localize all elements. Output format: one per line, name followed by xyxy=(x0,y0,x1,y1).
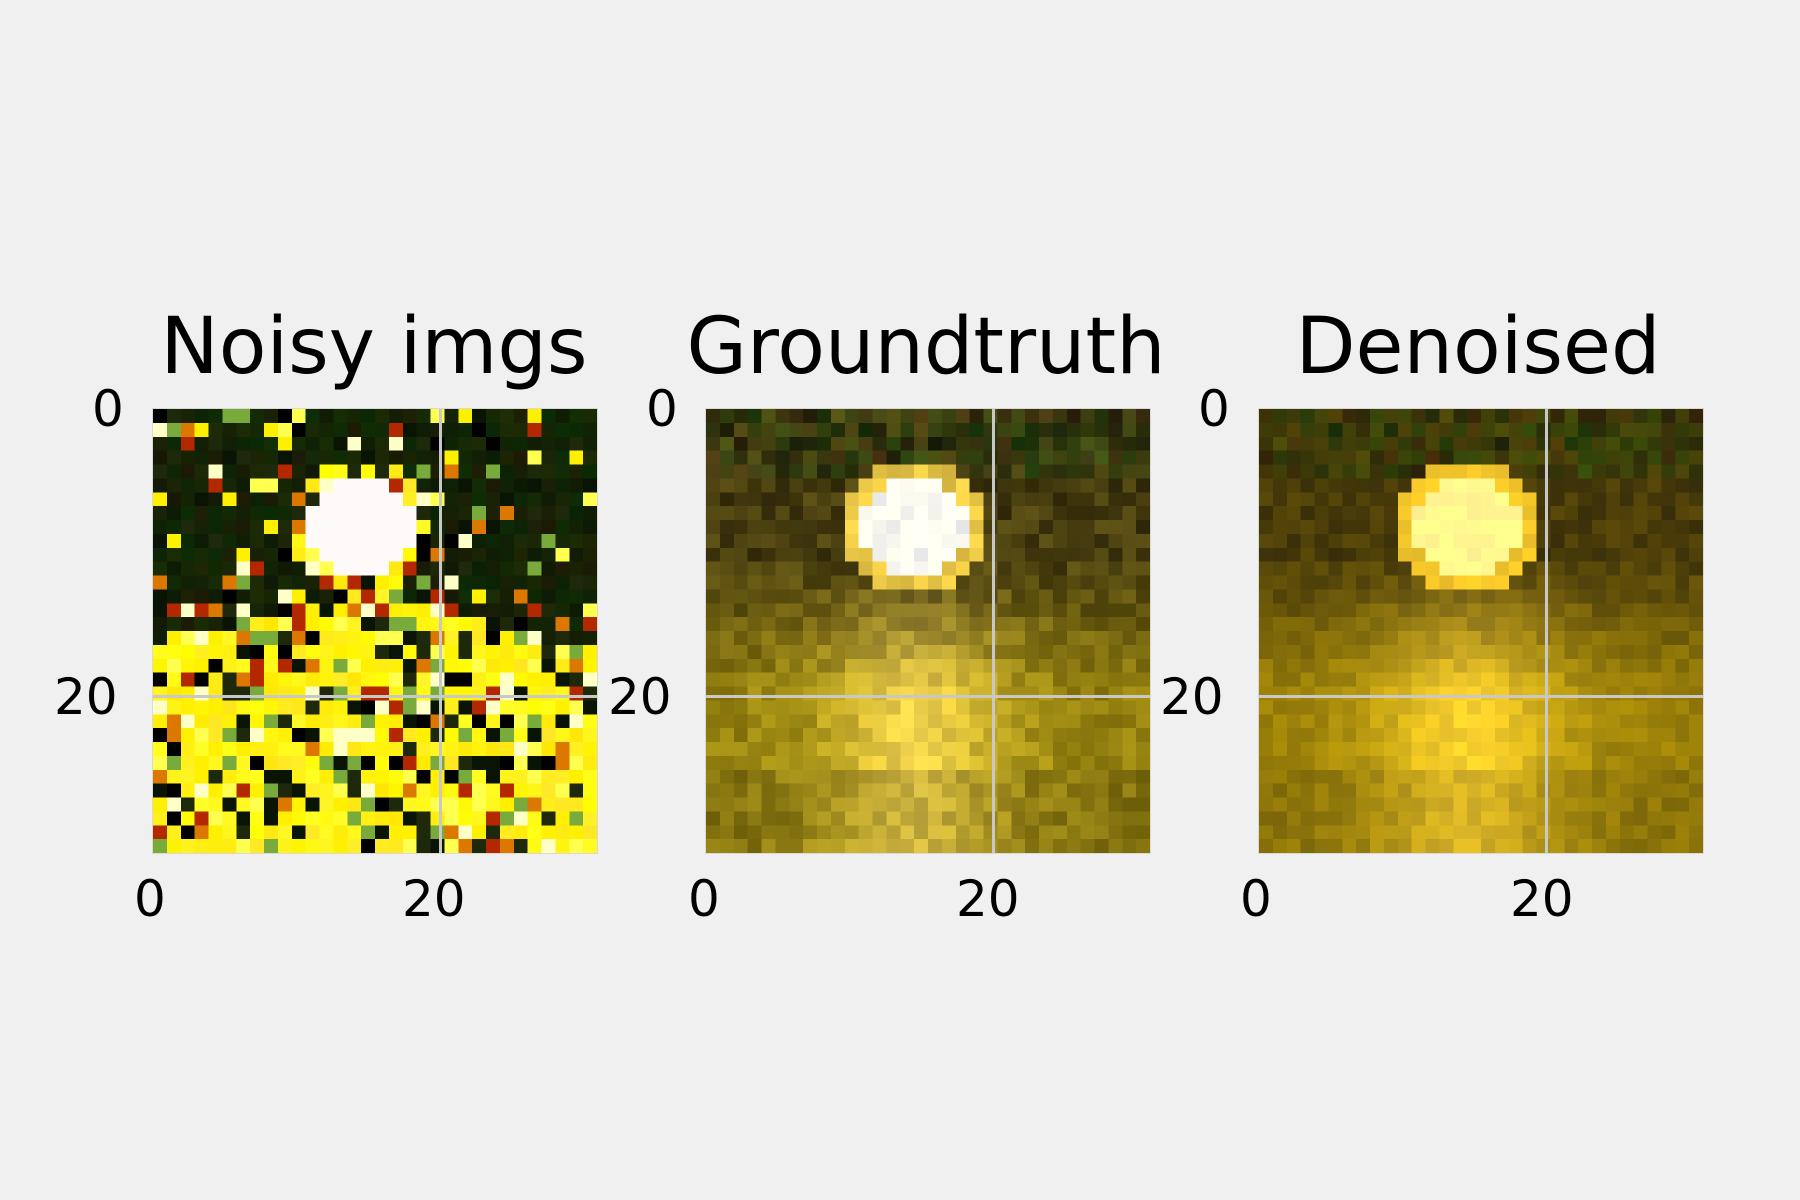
grid-line-horizontal xyxy=(153,695,597,698)
x-tick-20: 20 xyxy=(402,870,466,928)
y-tick-20: 20 xyxy=(608,668,672,726)
denoised-image xyxy=(1258,408,1704,854)
y-tick-0: 0 xyxy=(646,380,678,438)
grid-line-horizontal xyxy=(706,695,1150,698)
noisy-image-canvas xyxy=(153,409,597,853)
x-tick-20: 20 xyxy=(1510,870,1574,928)
y-tick-0: 0 xyxy=(92,380,124,438)
panel-title: Denoised xyxy=(1295,302,1661,392)
grid-line-vertical xyxy=(992,409,995,853)
x-tick-0: 0 xyxy=(688,870,720,928)
groundtruth-image xyxy=(705,408,1151,854)
y-tick-0: 0 xyxy=(1198,380,1230,438)
denoised-image-canvas xyxy=(1259,409,1703,853)
noisy-image xyxy=(152,408,598,854)
panel-title: Noisy imgs xyxy=(160,302,588,392)
grid-line-vertical xyxy=(1545,409,1548,853)
grid-line-vertical xyxy=(439,409,442,853)
x-tick-0: 0 xyxy=(134,870,166,928)
y-tick-20: 20 xyxy=(54,668,118,726)
x-tick-20: 20 xyxy=(956,870,1020,928)
x-tick-0: 0 xyxy=(1240,870,1272,928)
y-tick-20: 20 xyxy=(1160,668,1224,726)
grid-line-horizontal xyxy=(1259,695,1703,698)
groundtruth-image-canvas xyxy=(706,409,1150,853)
panel-title: Groundtruth xyxy=(686,302,1166,392)
